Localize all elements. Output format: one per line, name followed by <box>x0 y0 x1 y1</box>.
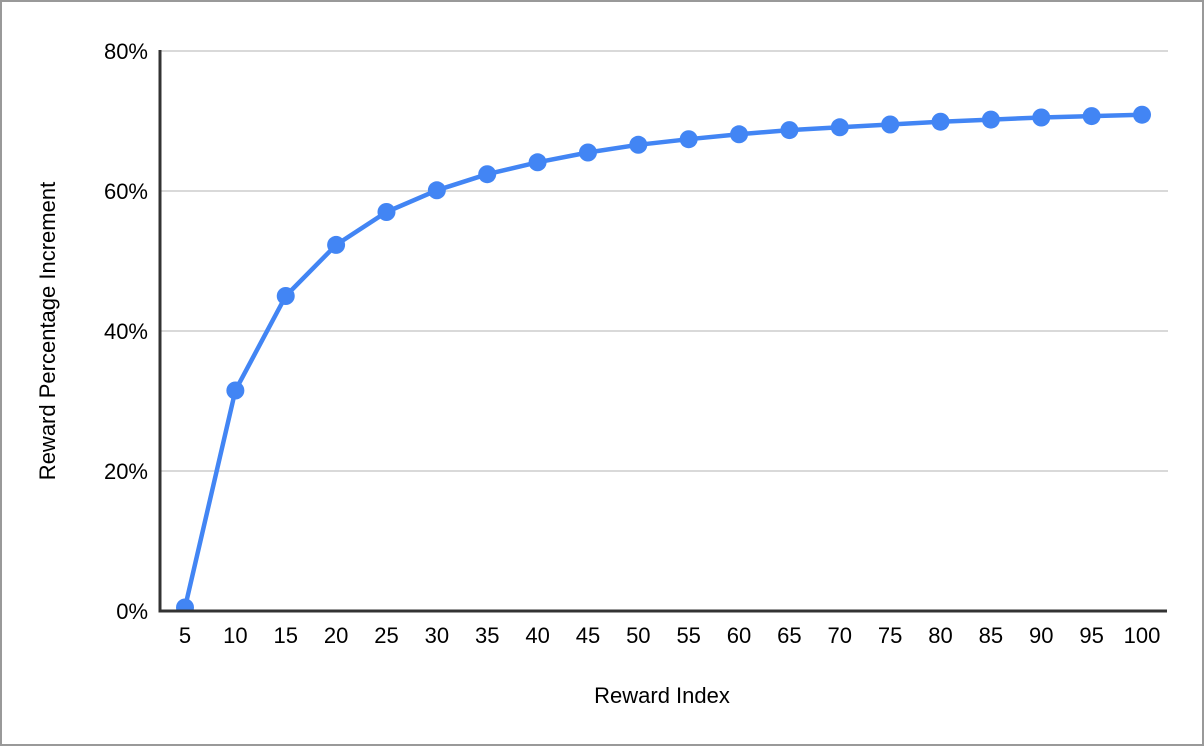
x-tick-label: 100 <box>1124 623 1161 648</box>
x-tick-label: 95 <box>1079 623 1103 648</box>
x-tick-label: 40 <box>525 623 549 648</box>
x-tick-label: 50 <box>626 623 650 648</box>
x-tick-label: 65 <box>777 623 801 648</box>
data-point[interactable] <box>881 115 900 134</box>
x-tick-label: 15 <box>273 623 297 648</box>
data-point[interactable] <box>478 165 497 184</box>
series-group <box>176 105 1151 617</box>
y-tick-label: 60% <box>104 179 148 204</box>
x-tick-label: 90 <box>1029 623 1053 648</box>
data-point[interactable] <box>226 381 245 400</box>
data-point[interactable] <box>931 112 950 131</box>
y-tick-label: 40% <box>104 319 148 344</box>
data-point[interactable] <box>981 110 1000 129</box>
x-tick-label: 25 <box>374 623 398 648</box>
data-point[interactable] <box>1082 107 1101 126</box>
data-point[interactable] <box>327 235 346 254</box>
data-point[interactable] <box>830 118 849 137</box>
data-point[interactable] <box>1133 105 1151 124</box>
data-point[interactable] <box>629 135 648 154</box>
x-tick-label: 5 <box>179 623 191 648</box>
x-tick-label: 70 <box>828 623 852 648</box>
x-tick-label: 75 <box>878 623 902 648</box>
data-point[interactable] <box>730 125 749 144</box>
x-tick-label: 35 <box>475 623 499 648</box>
y-tick-label: 0% <box>116 599 148 624</box>
data-point[interactable] <box>679 130 698 149</box>
data-point[interactable] <box>427 181 446 200</box>
x-tick-label: 85 <box>979 623 1003 648</box>
x-axis-title: Reward Index <box>594 683 730 708</box>
y-tick-label: 80% <box>104 39 148 64</box>
x-tick-label: 80 <box>928 623 952 648</box>
x-tick-label: 30 <box>425 623 449 648</box>
y-tick-label: 20% <box>104 459 148 484</box>
series-line <box>182 112 1145 610</box>
x-tick-label: 45 <box>576 623 600 648</box>
data-point[interactable] <box>176 598 194 617</box>
x-tick-label: 10 <box>223 623 247 648</box>
data-point[interactable] <box>1032 108 1051 127</box>
x-tick-label: 60 <box>727 623 751 648</box>
data-point[interactable] <box>780 121 799 140</box>
data-point[interactable] <box>377 203 396 221</box>
data-point[interactable] <box>578 143 597 162</box>
x-tick-label: 55 <box>676 623 700 648</box>
x-tick-label: 20 <box>324 623 348 648</box>
data-point[interactable] <box>528 153 547 172</box>
data-point[interactable] <box>276 287 295 305</box>
y-axis-title: Reward Percentage Increment <box>35 181 60 481</box>
